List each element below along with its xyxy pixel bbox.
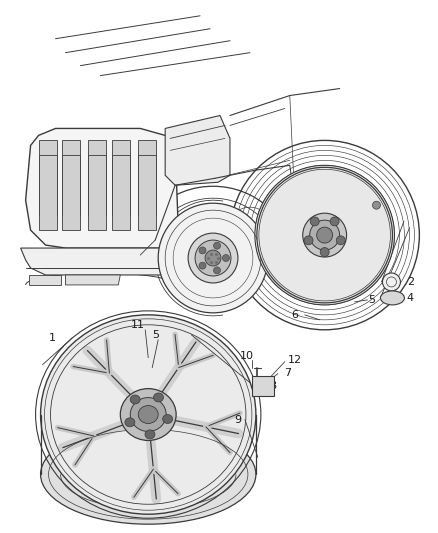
Text: 1: 1 <box>49 333 56 343</box>
Polygon shape <box>39 140 57 215</box>
Ellipse shape <box>120 389 176 440</box>
Ellipse shape <box>145 430 155 439</box>
Text: 11: 11 <box>131 320 145 330</box>
Ellipse shape <box>303 213 346 257</box>
Polygon shape <box>28 275 60 285</box>
Ellipse shape <box>138 406 158 424</box>
Polygon shape <box>63 155 81 230</box>
Ellipse shape <box>372 201 381 209</box>
Text: 4: 4 <box>407 293 414 303</box>
Ellipse shape <box>257 167 392 303</box>
Ellipse shape <box>317 227 332 243</box>
Polygon shape <box>165 116 230 185</box>
Polygon shape <box>88 155 106 230</box>
Polygon shape <box>112 155 130 230</box>
Ellipse shape <box>310 220 339 250</box>
Ellipse shape <box>195 240 231 276</box>
Text: 7: 7 <box>284 368 291 378</box>
Ellipse shape <box>41 315 256 514</box>
Polygon shape <box>25 128 178 248</box>
Ellipse shape <box>199 247 206 254</box>
Polygon shape <box>88 140 106 215</box>
Text: 5: 5 <box>368 295 375 305</box>
Text: 6: 6 <box>291 310 298 320</box>
Text: 12: 12 <box>288 354 302 365</box>
Ellipse shape <box>330 217 339 226</box>
Ellipse shape <box>382 273 400 291</box>
Ellipse shape <box>223 255 230 262</box>
Ellipse shape <box>199 262 206 269</box>
Ellipse shape <box>304 236 313 245</box>
Polygon shape <box>252 376 274 395</box>
Text: 10: 10 <box>240 351 254 361</box>
Polygon shape <box>21 248 188 275</box>
Ellipse shape <box>205 250 221 266</box>
Ellipse shape <box>130 398 166 432</box>
Ellipse shape <box>214 267 220 274</box>
Polygon shape <box>138 155 156 230</box>
Ellipse shape <box>125 418 135 427</box>
Text: 5: 5 <box>152 330 159 340</box>
Ellipse shape <box>188 233 238 283</box>
Ellipse shape <box>336 236 345 245</box>
Text: 2: 2 <box>407 277 414 287</box>
Polygon shape <box>138 140 156 215</box>
Text: 9: 9 <box>234 415 241 424</box>
Polygon shape <box>66 275 120 285</box>
Ellipse shape <box>153 393 163 402</box>
Ellipse shape <box>255 165 395 305</box>
Polygon shape <box>39 155 57 230</box>
Ellipse shape <box>130 395 140 404</box>
Ellipse shape <box>41 424 256 524</box>
Polygon shape <box>63 140 81 215</box>
Ellipse shape <box>310 217 319 226</box>
Ellipse shape <box>214 242 220 249</box>
Ellipse shape <box>320 247 329 256</box>
Text: 8: 8 <box>269 381 276 391</box>
Polygon shape <box>112 140 130 215</box>
Ellipse shape <box>381 291 404 305</box>
Ellipse shape <box>162 415 173 424</box>
Ellipse shape <box>158 203 268 313</box>
